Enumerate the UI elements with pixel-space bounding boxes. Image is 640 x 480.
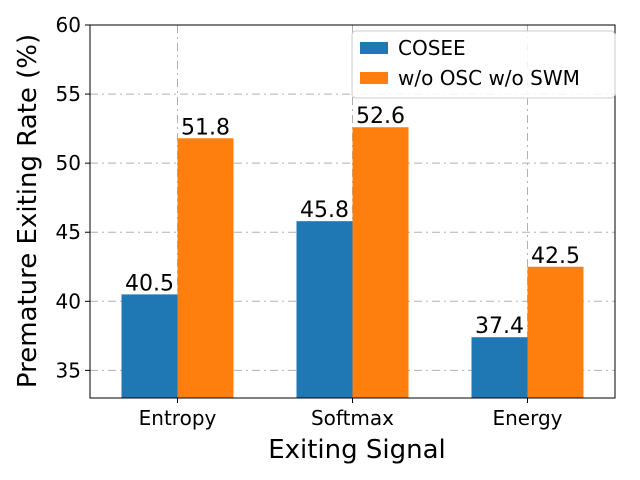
x-tick-label-entropy: Entropy — [139, 406, 217, 430]
y-tick-label: 40 — [56, 289, 81, 313]
y-tick-label: 35 — [56, 358, 81, 382]
y-tick-label: 50 — [56, 151, 81, 175]
bar-value-label: 40.5 — [125, 271, 174, 296]
bars — [121, 127, 584, 399]
y-tick-label: 55 — [56, 82, 81, 106]
bar-value-label: 45.8 — [300, 198, 349, 223]
bar-cosee-entropy — [121, 294, 178, 398]
bar-value-label: 42.5 — [531, 244, 580, 269]
x-tick-label-softmax: Softmax — [311, 406, 394, 430]
bar-value-label: 37.4 — [475, 314, 524, 339]
legend-swatch-cosee — [360, 42, 388, 54]
bar-value-label: 52.6 — [356, 104, 405, 129]
bar-w-o-osc-w-o-swm-softmax — [352, 127, 409, 399]
y-axis-label: Premature Exiting Rate (%) — [13, 34, 43, 388]
axis-ticks: 35 40 45 50 55 60 Entropy Softmax Energy — [56, 13, 563, 430]
bar-value-label: 51.8 — [181, 115, 230, 140]
legend: COSEE w/o OSC w/o SWM — [351, 30, 616, 99]
y-tick-label: 45 — [56, 220, 81, 244]
data-labels: 40.5 45.8 37.4 51.8 52.6 42.5 — [125, 104, 580, 339]
legend-label-cosee: COSEE — [398, 36, 466, 60]
legend-swatch-wo-osc-wo-swm — [360, 72, 388, 84]
bar-cosee-energy — [471, 337, 528, 398]
x-axis-label: Exiting Signal — [268, 435, 446, 465]
legend-frame — [351, 30, 616, 99]
y-tick-label: 60 — [56, 13, 81, 37]
bar-cosee-softmax — [296, 221, 353, 398]
bar-w-o-osc-w-o-swm-energy — [527, 266, 584, 398]
legend-label-wo-osc-wo-swm: w/o OSC w/o SWM — [398, 66, 580, 90]
bar-w-o-osc-w-o-swm-entropy — [177, 138, 234, 398]
x-tick-label-energy: Energy — [492, 406, 562, 430]
